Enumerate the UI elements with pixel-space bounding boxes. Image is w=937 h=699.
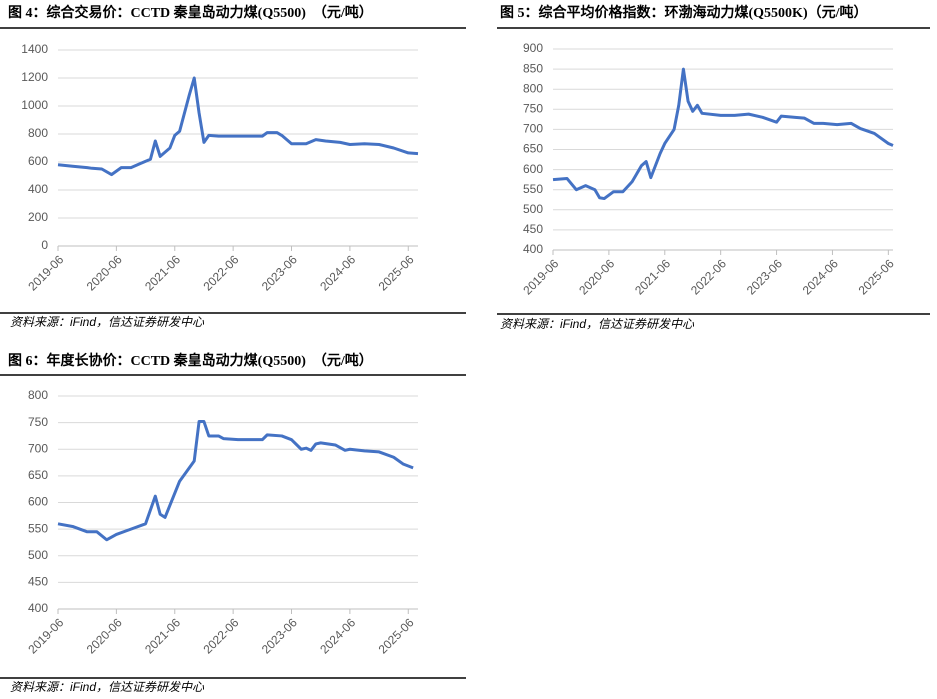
x-tick-label: 2024-06 — [317, 615, 358, 656]
y-tick-label: 550 — [28, 521, 48, 535]
x-tick-label: 2021-06 — [632, 256, 673, 297]
x-tick-label: 2021-06 — [142, 252, 183, 293]
x-tick-label: 2023-06 — [259, 615, 300, 656]
x-tick-label: 2019-06 — [25, 252, 66, 293]
x-tick-label: 2020-06 — [84, 615, 125, 656]
x-tick-label: 2024-06 — [800, 256, 841, 297]
y-tick-label: 600 — [28, 495, 48, 509]
x-tick-label: 2025-06 — [376, 252, 417, 293]
y-tick-label: 800 — [523, 81, 543, 95]
y-tick-label: 750 — [523, 101, 543, 115]
x-tick-label: 2023-06 — [259, 252, 300, 293]
x-tick-label: 2023-06 — [744, 256, 785, 297]
y-tick-label: 0 — [41, 238, 48, 252]
source-note: 资料来源：iFind，信达证券研发中心 — [500, 317, 695, 331]
y-tick-label: 1200 — [21, 70, 48, 84]
y-tick-label: 450 — [523, 222, 543, 236]
y-tick-label: 1400 — [21, 42, 48, 56]
y-tick-label: 700 — [523, 122, 543, 136]
y-tick-label: 450 — [28, 575, 48, 589]
y-tick-label: 600 — [28, 154, 48, 168]
y-tick-label: 500 — [523, 202, 543, 216]
y-tick-label: 600 — [523, 162, 543, 176]
x-tick-label: 2021-06 — [142, 615, 183, 656]
x-tick-label: 2022-06 — [200, 252, 241, 293]
y-tick-label: 500 — [28, 548, 48, 562]
y-tick-label: 650 — [28, 468, 48, 482]
data-line — [57, 76, 419, 177]
x-tick-label: 2025-06 — [376, 615, 417, 656]
y-tick-label: 700 — [28, 441, 48, 455]
y-tick-label: 850 — [523, 61, 543, 75]
x-tick-label: 2020-06 — [576, 256, 617, 297]
chart-title: 图 4：综合交易价：CCTD 秦皇岛动力煤(Q5500) （元/吨） — [8, 4, 373, 21]
y-tick-label: 1000 — [21, 98, 48, 112]
y-tick-label: 200 — [28, 210, 48, 224]
y-tick-label: 400 — [523, 242, 543, 256]
x-tick-label: 2024-06 — [317, 252, 358, 293]
x-tick-label: 2022-06 — [200, 615, 241, 656]
x-tick-label: 2020-06 — [84, 252, 125, 293]
data-line — [57, 420, 414, 542]
x-tick-label: 2019-06 — [520, 256, 561, 297]
y-tick-label: 400 — [28, 601, 48, 615]
y-tick-label: 400 — [28, 182, 48, 196]
x-tick-label: 2025-06 — [856, 256, 897, 297]
x-tick-label: 2019-06 — [25, 615, 66, 656]
y-tick-label: 750 — [28, 415, 48, 429]
chart-title: 图 5：综合平均价格指数：环渤海动力煤(Q5500K)（元/吨） — [500, 4, 868, 21]
chart-title: 图 6：年度长协价：CCTD 秦皇岛动力煤(Q5500) （元/吨） — [8, 352, 373, 369]
y-tick-label: 800 — [28, 388, 48, 402]
x-tick-label: 2022-06 — [688, 256, 729, 297]
y-tick-label: 650 — [523, 142, 543, 156]
source-note: 资料来源：iFind，信达证券研发中心 — [10, 680, 205, 694]
y-tick-label: 800 — [28, 126, 48, 140]
source-note: 资料来源：iFind，信达证券研发中心 — [10, 315, 205, 329]
y-tick-label: 550 — [523, 182, 543, 196]
y-tick-label: 900 — [523, 41, 543, 55]
data-line — [552, 67, 894, 201]
